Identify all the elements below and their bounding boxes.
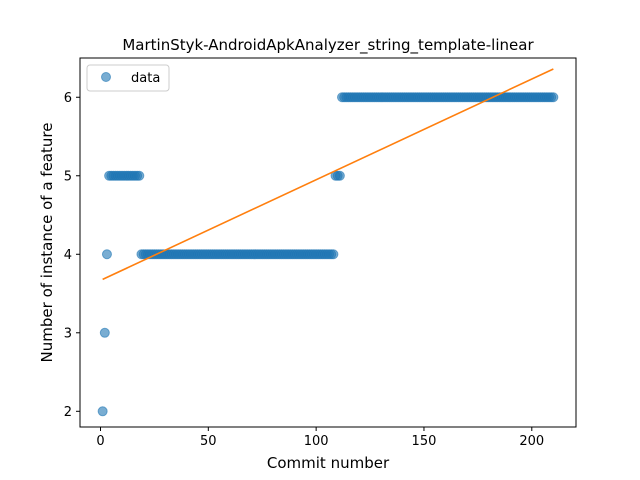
y-tick-label: 3 <box>64 326 72 341</box>
fit-line <box>102 68 554 281</box>
y-tick-label: 6 <box>64 91 72 106</box>
x-axis-title: Commit number <box>267 454 390 472</box>
x-tick-label: 50 <box>200 434 217 449</box>
data-point <box>328 249 339 260</box>
legend-box <box>86 64 170 92</box>
legend-marker <box>101 72 111 82</box>
y-axis-ticks: 2 3 4 5 6 <box>64 91 80 420</box>
data-points <box>97 92 559 417</box>
x-axis-ticks: 0 50 100 150 200 <box>96 427 544 449</box>
legend: data <box>86 64 170 92</box>
data-point <box>99 327 110 338</box>
y-tick-label: 5 <box>64 169 72 184</box>
data-point <box>101 249 112 260</box>
y-axis-title: Number of instance of a feature <box>38 123 56 363</box>
data-point <box>134 170 145 181</box>
x-tick-label: 100 <box>304 434 329 449</box>
legend-label: data <box>131 71 160 86</box>
x-tick-label: 200 <box>519 434 544 449</box>
data-point <box>334 170 345 181</box>
data-point <box>97 406 108 417</box>
y-tick-label: 4 <box>64 248 72 263</box>
x-tick-label: 0 <box>96 434 104 449</box>
x-tick-label: 150 <box>412 434 437 449</box>
plot-area <box>79 57 577 428</box>
chart-title: MartinStyk-AndroidApkAnalyzer_string_tem… <box>122 36 534 55</box>
data-point <box>548 92 559 103</box>
axes-frame <box>79 57 577 428</box>
fit-line-group <box>102 68 554 281</box>
y-tick-label: 2 <box>64 405 72 420</box>
